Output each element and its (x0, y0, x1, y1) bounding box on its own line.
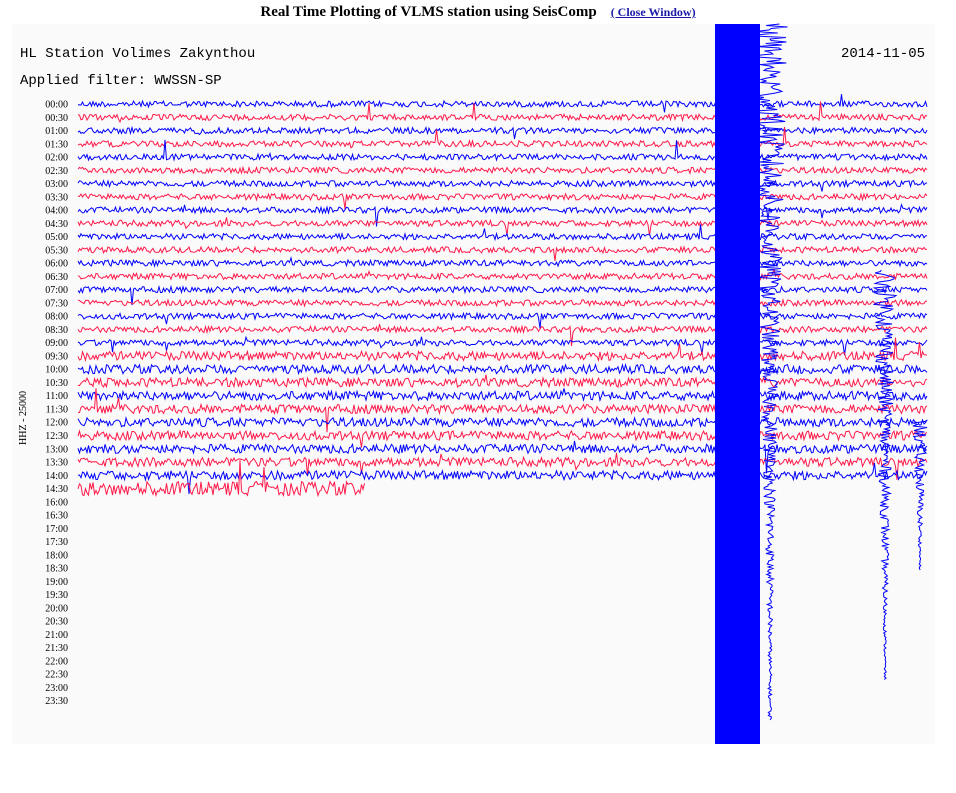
time-label: 21:00 (45, 630, 68, 641)
time-label: 12:30 (45, 431, 68, 442)
seismic-trace (77, 311, 928, 329)
time-label: 06:00 (45, 259, 68, 270)
time-label: 07:30 (45, 298, 68, 309)
time-label: 17:00 (45, 524, 68, 535)
seismic-trace (77, 101, 928, 124)
time-label: 20:00 (45, 603, 68, 614)
axis-label: HHZ - 25000 (18, 391, 29, 445)
time-label: 16:00 (45, 497, 68, 508)
time-label: 19:30 (45, 590, 68, 601)
time-label: 18:00 (45, 550, 68, 561)
seismic-trace (77, 416, 928, 429)
time-label: 23:00 (45, 683, 68, 694)
time-label: 05:00 (45, 232, 68, 243)
time-label: 09:30 (45, 351, 68, 362)
seismic-trace (77, 139, 928, 162)
seismic-trace (77, 284, 928, 306)
time-label: 09:00 (45, 338, 68, 349)
seismic-trace (77, 388, 928, 433)
time-label: 07:00 (45, 285, 68, 296)
page-title: Real Time Plotting of VLMS station using… (260, 4, 597, 20)
time-label: 01:30 (45, 139, 68, 150)
time-label: 02:30 (45, 166, 68, 177)
time-labels: 00:00 00:30 01:00 01:30 02:00 02:30 03:00 03:30… (45, 100, 68, 708)
seismic-trace (77, 245, 928, 261)
time-label: 08:30 (45, 325, 68, 336)
time-label: 11:30 (46, 404, 68, 415)
time-label: 18:30 (45, 564, 68, 575)
seismic-trace (77, 462, 928, 494)
seismic-trace (77, 224, 928, 242)
time-label: 21:30 (45, 643, 68, 654)
time-label: 11:00 (46, 391, 68, 402)
time-label: 04:30 (45, 219, 68, 230)
time-label: 14:30 (45, 484, 68, 495)
time-label: 01:00 (45, 126, 68, 137)
traces (77, 23, 928, 721)
time-label: 04:00 (45, 206, 68, 217)
seismic-trace (77, 374, 928, 389)
seismic-trace (77, 335, 928, 356)
time-label: 10:30 (45, 378, 68, 389)
seismic-trace (77, 440, 928, 474)
seismic-trace (77, 165, 928, 175)
quake-saturation (715, 24, 760, 744)
time-label: 03:30 (45, 192, 68, 203)
time-label: 23:30 (45, 696, 68, 707)
time-label: 14:00 (45, 471, 68, 482)
time-label: 00:00 (45, 100, 68, 111)
aftershock-trace (872, 269, 898, 680)
time-label: 20:30 (45, 617, 68, 628)
filter-label: Applied filter: WWSSN-SP (20, 73, 222, 89)
time-label: 00:30 (45, 113, 68, 124)
seismic-trace (77, 94, 928, 113)
seismic-trace (77, 362, 928, 386)
header: Real Time Plotting of VLMS station using… (0, 4, 956, 21)
station-name: HL Station Volimes Zakynthou (20, 46, 255, 62)
seismic-trace (77, 337, 928, 363)
seismic-trace (77, 324, 928, 346)
seismic-trace (77, 125, 928, 139)
time-label: 12:00 (45, 418, 68, 429)
seismic-trace (77, 452, 928, 480)
time-label: 08:00 (45, 312, 68, 323)
aftershock-trace (753, 23, 788, 721)
seismic-trace (77, 262, 928, 282)
plot-date: 2014-11-05 (841, 46, 925, 62)
seismic-trace (77, 256, 928, 268)
close-window-link[interactable]: ( Close Window) (610, 5, 696, 19)
seismic-trace (77, 192, 928, 210)
time-label: 22:30 (45, 670, 68, 681)
seismic-trace (77, 298, 928, 308)
time-label: 06:30 (45, 272, 68, 283)
time-label: 13:30 (45, 458, 68, 469)
time-label: 17:30 (45, 537, 68, 548)
aftershock-trace (912, 419, 928, 571)
time-label: 05:30 (45, 245, 68, 256)
seismic-trace (77, 429, 928, 454)
seismic-trace (77, 217, 928, 236)
seismic-trace (77, 126, 928, 149)
seismic-trace (77, 178, 928, 192)
seismic-trace (77, 460, 365, 498)
time-label: 16:30 (45, 511, 68, 522)
time-label: 13:00 (45, 444, 68, 455)
time-label: 19:00 (45, 577, 68, 588)
time-label: 22:00 (45, 656, 68, 667)
time-label: 03:00 (45, 179, 68, 190)
time-label: 10:00 (45, 365, 68, 376)
seismic-trace (77, 388, 928, 403)
time-label: 02:00 (45, 153, 68, 164)
seismic-trace (77, 203, 928, 227)
